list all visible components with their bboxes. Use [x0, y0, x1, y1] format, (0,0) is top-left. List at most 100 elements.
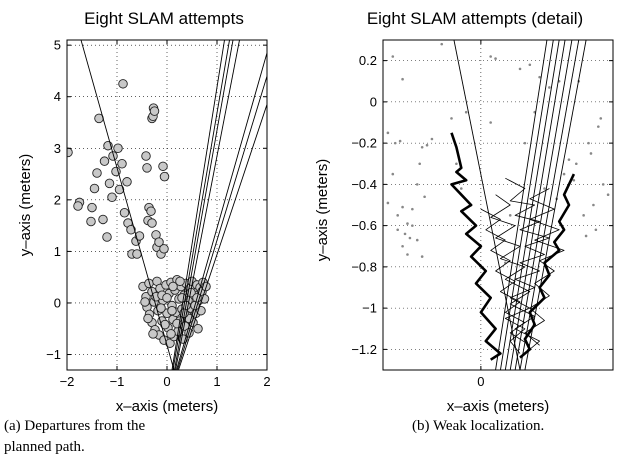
panel-b-dot: [440, 42, 444, 46]
caption-a-line2: planned path.: [4, 439, 85, 455]
panel-a-point: [108, 151, 118, 161]
panel-a-point: [143, 313, 153, 324]
panel-b-trajectory-line: [500, 40, 554, 370]
panel-b-dot: [567, 158, 571, 161]
panel-b-y-tick-label: −0.4: [351, 177, 377, 192]
panel-b-y-tick-label: 0.2: [359, 53, 377, 68]
panel-a-point: [140, 297, 150, 307]
panel-a-y-tick-label: −1: [46, 347, 61, 362]
panel-b-dot: [401, 77, 404, 81]
panel-b-dot: [411, 207, 414, 211]
panel-b-chart: Eight SLAM attempts (detail) 0 −1.2 −1 −0.8…: [314, 9, 614, 415]
panel-b-trajectory-line: [509, 40, 566, 370]
panel-b-dot: [401, 205, 404, 209]
panel-a-point: [107, 192, 117, 203]
panel-b-x-axis-label: x–axis (meters): [447, 398, 550, 415]
panel-a-trajectory-line: [176, 52, 267, 370]
panel-a-point: [168, 281, 178, 292]
panel-b-dot: [594, 228, 598, 232]
panel-b-dot: [489, 121, 492, 124]
panel-b-thin-path: [504, 177, 550, 354]
panel-b-dot: [408, 236, 412, 240]
panel-b-dot: [601, 183, 605, 186]
panel-a-point: [98, 214, 108, 225]
panel-a-point: [89, 183, 100, 194]
panel-b-data: [386, 40, 610, 370]
panel-b-y-tick-label: −1.2: [351, 342, 377, 357]
panel-b-dot: [418, 162, 422, 166]
panel-a-point: [126, 224, 136, 235]
panel-a-point: [73, 201, 83, 211]
panel-a-point: [99, 156, 110, 166]
panel-b-y-axis-label: y–axis (meters): [314, 159, 331, 262]
panel-b-thin-path: [524, 188, 565, 346]
panel-b-dot: [415, 183, 419, 186]
panel-b-y-tick-label: −0.6: [351, 218, 377, 233]
panel-b-dot: [489, 55, 492, 58]
panel-b-ticks: 0 −1.2 −1 −0.8 −0.6 −0.4 −0.2 0 0.2: [351, 40, 613, 389]
panel-a-point: [102, 232, 112, 242]
panel-a-point: [92, 168, 102, 178]
panel-a-trajectory-line: [175, 40, 240, 370]
panel-a-x-axis-label: x–axis (meters): [116, 398, 219, 415]
panel-b-y-tick-label: −0.2: [351, 136, 377, 151]
panel-a-trajectory-line: [80, 40, 175, 370]
panel-b-dot: [423, 195, 426, 199]
panel-a-x-tick-label: 1: [213, 374, 220, 389]
panel-b-x-tick-label: 0: [477, 374, 484, 389]
panel-a-point: [122, 177, 132, 187]
panel-a-point: [146, 206, 156, 216]
panel-b-trajectory-line: [524, 40, 587, 370]
panel-b-trajectory-line: [514, 40, 573, 370]
panel-a-point: [147, 218, 157, 228]
panel-b-y-tick-label: 0: [370, 94, 377, 109]
panel-b-dot: [420, 145, 424, 149]
panel-a-point: [148, 329, 158, 339]
panel-a-trajectory-line: [174, 40, 234, 370]
panel-a-point: [118, 79, 128, 89]
panel-b-dot: [584, 234, 588, 238]
panel-a-trajectory-line: [171, 40, 225, 370]
panel-a-x-tick-label: 0: [163, 374, 170, 389]
caption-b: (b) Weak localization.: [412, 418, 545, 434]
panel-b-dot: [393, 141, 397, 145]
panel-a-point: [162, 293, 172, 303]
panel-a-trajectory-line: [177, 75, 267, 370]
panel-b-dot: [599, 117, 603, 120]
panel-a-y-axis-label: y–axis (meters): [17, 154, 34, 257]
panel-a-point: [86, 216, 96, 227]
panel-b-dot: [582, 214, 585, 217]
panel-a-point: [154, 237, 164, 247]
panel-a-point: [114, 184, 125, 195]
panel-b-dot: [391, 55, 395, 58]
panel-a-point: [159, 171, 170, 182]
panel-a-x-tick-label: −1: [110, 374, 125, 389]
panel-b-dot: [396, 228, 399, 232]
panel-a-data: [67, 40, 267, 370]
panel-b-dot: [386, 131, 390, 135]
panel-b-dot: [455, 162, 458, 166]
panel-b-dot: [403, 232, 407, 236]
panel-b-dot: [459, 187, 463, 190]
panel-b-dot: [592, 203, 595, 207]
panel-b-dot: [548, 86, 551, 89]
panel-b-dot: [574, 162, 578, 166]
panel-a-point: [156, 303, 166, 313]
panel-a-point: [175, 276, 185, 287]
panel-b-dot: [464, 110, 468, 114]
panel-b-thick-path: [450, 132, 502, 361]
panel-b-dot: [508, 214, 512, 217]
panel-a-point: [87, 202, 97, 213]
panel-a-point: [193, 324, 203, 334]
panel-b-dot: [523, 141, 527, 145]
caption-a-line1: (a) Departures from the: [4, 418, 146, 434]
panel-a-y-tick-label: 3: [54, 141, 61, 156]
panel-b-dot: [587, 141, 590, 145]
panel-b-dot: [543, 187, 546, 190]
panel-a-trajectory-line: [172, 40, 230, 370]
panel-b-thin-path: [480, 208, 531, 346]
panel-a-chart: Eight SLAM attempts −2 −1 0 1 2 −1 0 1 2 3 4 5 x–ax…: [17, 9, 271, 415]
panel-a-title: Eight SLAM attempts: [84, 9, 244, 28]
panel-b-dot: [391, 172, 395, 176]
